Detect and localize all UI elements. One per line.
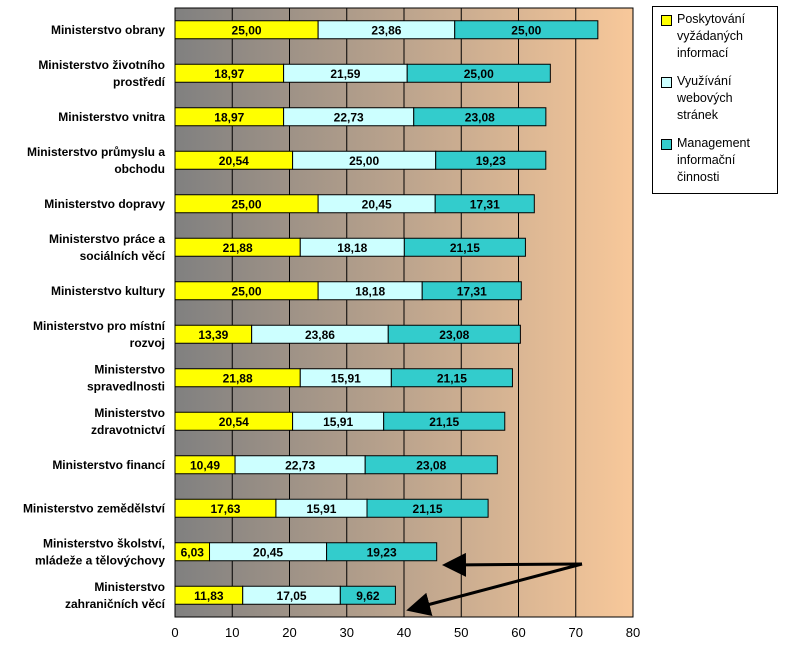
category-label: Ministerstvo vnitra xyxy=(58,110,165,124)
category-label: Ministerstvo práce a sociálních věcí xyxy=(49,232,166,263)
data-label: 21,88 xyxy=(223,241,253,255)
data-label: 15,91 xyxy=(306,502,336,516)
category-label: Ministerstvo školství, mládeže a tělových… xyxy=(35,536,165,567)
data-label: 19,23 xyxy=(476,154,506,168)
x-tick-labels-group: 0 10 20 30 40 50 60 70 80 xyxy=(171,625,640,640)
data-label: 25,00 xyxy=(349,154,379,168)
bar-segment xyxy=(406,63,551,83)
category-label: Ministerstvo pro místní rozvoj xyxy=(33,319,166,350)
data-label: 23,86 xyxy=(305,328,335,342)
legend-label: Využívání webových stránek xyxy=(677,74,733,122)
x-tick-label: 70 xyxy=(569,625,583,640)
bar-segment xyxy=(413,107,547,127)
data-label: 15,91 xyxy=(331,371,361,385)
data-label: 21,15 xyxy=(450,241,480,255)
category-label: Ministerstvo zahraničních věcí xyxy=(65,580,166,611)
x-tick-label: 30 xyxy=(340,625,354,640)
bar-segment xyxy=(366,498,489,518)
bar-segment xyxy=(454,20,599,40)
legend-swatch xyxy=(661,139,672,150)
bar-segment xyxy=(364,455,498,475)
data-label: 20,54 xyxy=(219,415,249,429)
data-label: 13,39 xyxy=(198,328,228,342)
category-label: Ministerstvo zdravotnictví xyxy=(91,406,166,437)
bar-segment xyxy=(434,194,535,214)
category-label: Ministerstvo financí xyxy=(52,458,165,472)
bar-segment xyxy=(383,411,506,431)
data-label: 9,62 xyxy=(356,589,380,603)
data-label: 20,45 xyxy=(362,197,392,211)
data-label: 21,15 xyxy=(437,371,467,385)
bar-segment xyxy=(403,237,526,257)
category-label: Ministerstvo dopravy xyxy=(44,197,165,211)
category-label: Ministerstvo životního prostředí xyxy=(38,58,165,89)
data-label: 18,97 xyxy=(214,110,244,124)
data-label: 21,15 xyxy=(429,415,459,429)
data-label: 10,49 xyxy=(190,458,220,472)
data-label: 21,15 xyxy=(413,502,443,516)
category-label: Ministerstvo kultury xyxy=(51,284,165,298)
x-tick-label: 50 xyxy=(454,625,468,640)
data-label: 18,18 xyxy=(355,284,385,298)
x-tick-label: 60 xyxy=(511,625,525,640)
data-label: 17,05 xyxy=(277,589,307,603)
x-tick-label: 40 xyxy=(397,625,411,640)
data-label: 22,73 xyxy=(285,458,315,472)
data-label: 17,63 xyxy=(210,502,240,516)
x-tick-label: 0 xyxy=(171,625,178,640)
legend: Poskytování vyžádaných informací Využívání w… xyxy=(652,6,778,194)
value-labels-group: 25,00 23,86 25,00 18,97 21,59 25,00 18,97 22,73… xyxy=(181,23,542,603)
legend-label: Management informační činnosti xyxy=(677,136,750,184)
data-label: 18,97 xyxy=(214,67,244,81)
data-label: 11,83 xyxy=(194,589,224,603)
legend-label: Poskytování vyžádaných informací xyxy=(677,12,746,60)
bar-segment xyxy=(435,150,547,170)
data-label: 25,00 xyxy=(511,23,541,37)
data-label: 20,54 xyxy=(219,154,249,168)
data-label: 21,59 xyxy=(330,67,360,81)
category-label: Ministerstvo obrany xyxy=(51,23,165,37)
category-label: Ministerstvo zemědělství xyxy=(23,501,166,515)
data-label: 25,00 xyxy=(232,284,262,298)
legend-swatch xyxy=(661,77,672,88)
bar-segment xyxy=(339,585,396,605)
bar-segment xyxy=(421,281,522,301)
data-label: 20,45 xyxy=(253,545,283,559)
annotation-arrow xyxy=(406,562,583,616)
annotation-arrow xyxy=(442,552,583,577)
legend-swatch xyxy=(661,15,672,26)
data-label: 23,08 xyxy=(439,328,469,342)
data-label: 25,00 xyxy=(232,197,262,211)
category-label: Ministerstvo průmyslu a obchodu xyxy=(27,145,165,176)
x-tick-label: 80 xyxy=(626,625,640,640)
bar-segment xyxy=(390,368,513,388)
data-label: 17,31 xyxy=(470,197,500,211)
data-label: 19,23 xyxy=(367,545,397,559)
data-label: 22,73 xyxy=(334,110,364,124)
category-label: Ministerstvo spravedlnosti xyxy=(87,362,165,393)
category-labels-group: Ministerstvo obrany Ministerstvo životníh… xyxy=(23,23,166,611)
data-label: 23,08 xyxy=(465,110,495,124)
data-label: 17,31 xyxy=(457,284,487,298)
data-label: 21,88 xyxy=(223,371,253,385)
bar-segment xyxy=(387,324,521,344)
bar-segment xyxy=(326,542,438,562)
data-label: 25,00 xyxy=(232,23,262,37)
x-tick-label: 20 xyxy=(282,625,296,640)
data-label: 23,08 xyxy=(416,458,446,472)
bars-group xyxy=(174,20,599,605)
data-label: 15,91 xyxy=(323,415,353,429)
data-label: 6,03 xyxy=(181,545,205,559)
data-label: 18,18 xyxy=(337,241,367,255)
data-label: 23,86 xyxy=(371,23,401,37)
data-label: 25,00 xyxy=(464,67,494,81)
x-tick-label: 10 xyxy=(225,625,239,640)
